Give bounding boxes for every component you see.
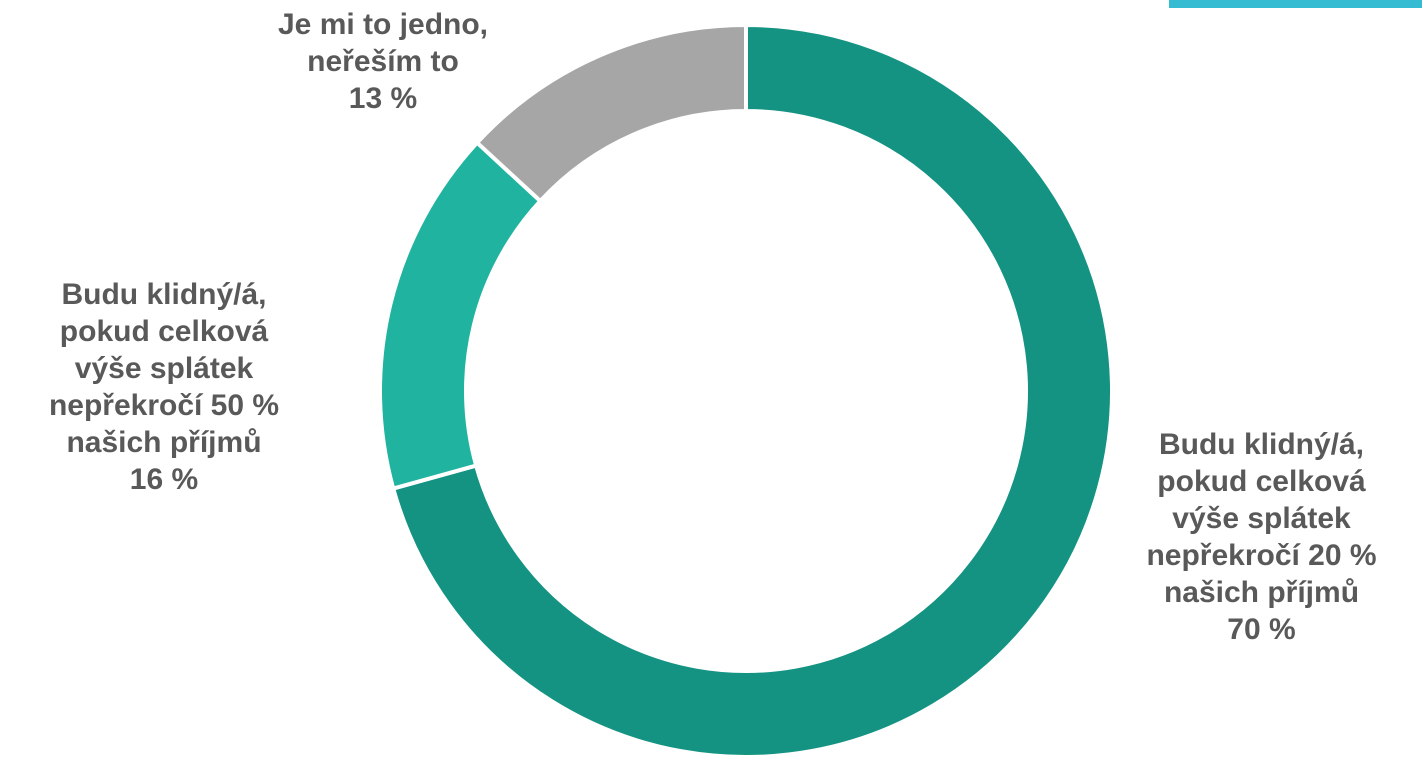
accent-bar: [1169, 0, 1422, 8]
data-label-slice-1: Budu klidný/á, pokud celková výše spláte…: [1146, 428, 1377, 646]
donut-slice-1: [390, 22, 1114, 757]
data-label-slice-3: Je mi to jedno, neřeším to 13 %: [277, 8, 489, 115]
donut-slice-2: [378, 139, 544, 491]
data-label-slice-2: Budu klidný/á, pokud celková výše spláte…: [48, 278, 280, 496]
donut-slice-3: [474, 22, 748, 204]
